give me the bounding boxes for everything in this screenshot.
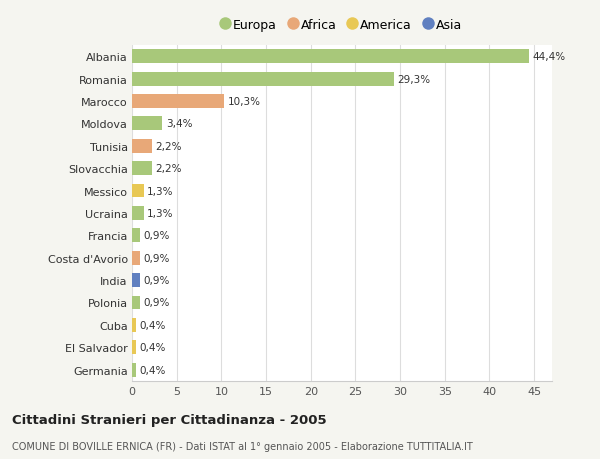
Text: 0,4%: 0,4%: [139, 365, 166, 375]
Bar: [132, 251, 140, 265]
Bar: [132, 117, 163, 131]
Text: 1,3%: 1,3%: [147, 186, 173, 196]
Text: 0,9%: 0,9%: [143, 275, 170, 285]
Text: 44,4%: 44,4%: [532, 52, 565, 62]
Text: 1,3%: 1,3%: [147, 208, 173, 218]
Bar: [132, 341, 136, 354]
Text: 0,4%: 0,4%: [139, 342, 166, 353]
Legend: Europa, Africa, America, Asia: Europa, Africa, America, Asia: [222, 19, 462, 32]
Text: 0,4%: 0,4%: [139, 320, 166, 330]
Bar: [132, 95, 224, 109]
Bar: [132, 184, 143, 198]
Text: 10,3%: 10,3%: [227, 97, 260, 107]
Text: COMUNE DI BOVILLE ERNICA (FR) - Dati ISTAT al 1° gennaio 2005 - Elaborazione TUT: COMUNE DI BOVILLE ERNICA (FR) - Dati IST…: [12, 441, 473, 451]
Text: 2,2%: 2,2%: [155, 141, 182, 151]
Bar: [132, 318, 136, 332]
Bar: [132, 363, 136, 377]
Bar: [132, 207, 143, 220]
Text: 0,9%: 0,9%: [143, 231, 170, 241]
Bar: [132, 50, 529, 64]
Bar: [132, 73, 394, 86]
Bar: [132, 229, 140, 243]
Text: 2,2%: 2,2%: [155, 164, 182, 174]
Bar: [132, 296, 140, 310]
Bar: [132, 162, 152, 176]
Text: 3,4%: 3,4%: [166, 119, 193, 129]
Bar: [132, 140, 152, 153]
Text: 0,9%: 0,9%: [143, 253, 170, 263]
Text: 0,9%: 0,9%: [143, 298, 170, 308]
Text: Cittadini Stranieri per Cittadinanza - 2005: Cittadini Stranieri per Cittadinanza - 2…: [12, 413, 326, 426]
Text: 29,3%: 29,3%: [397, 74, 431, 84]
Bar: [132, 274, 140, 287]
